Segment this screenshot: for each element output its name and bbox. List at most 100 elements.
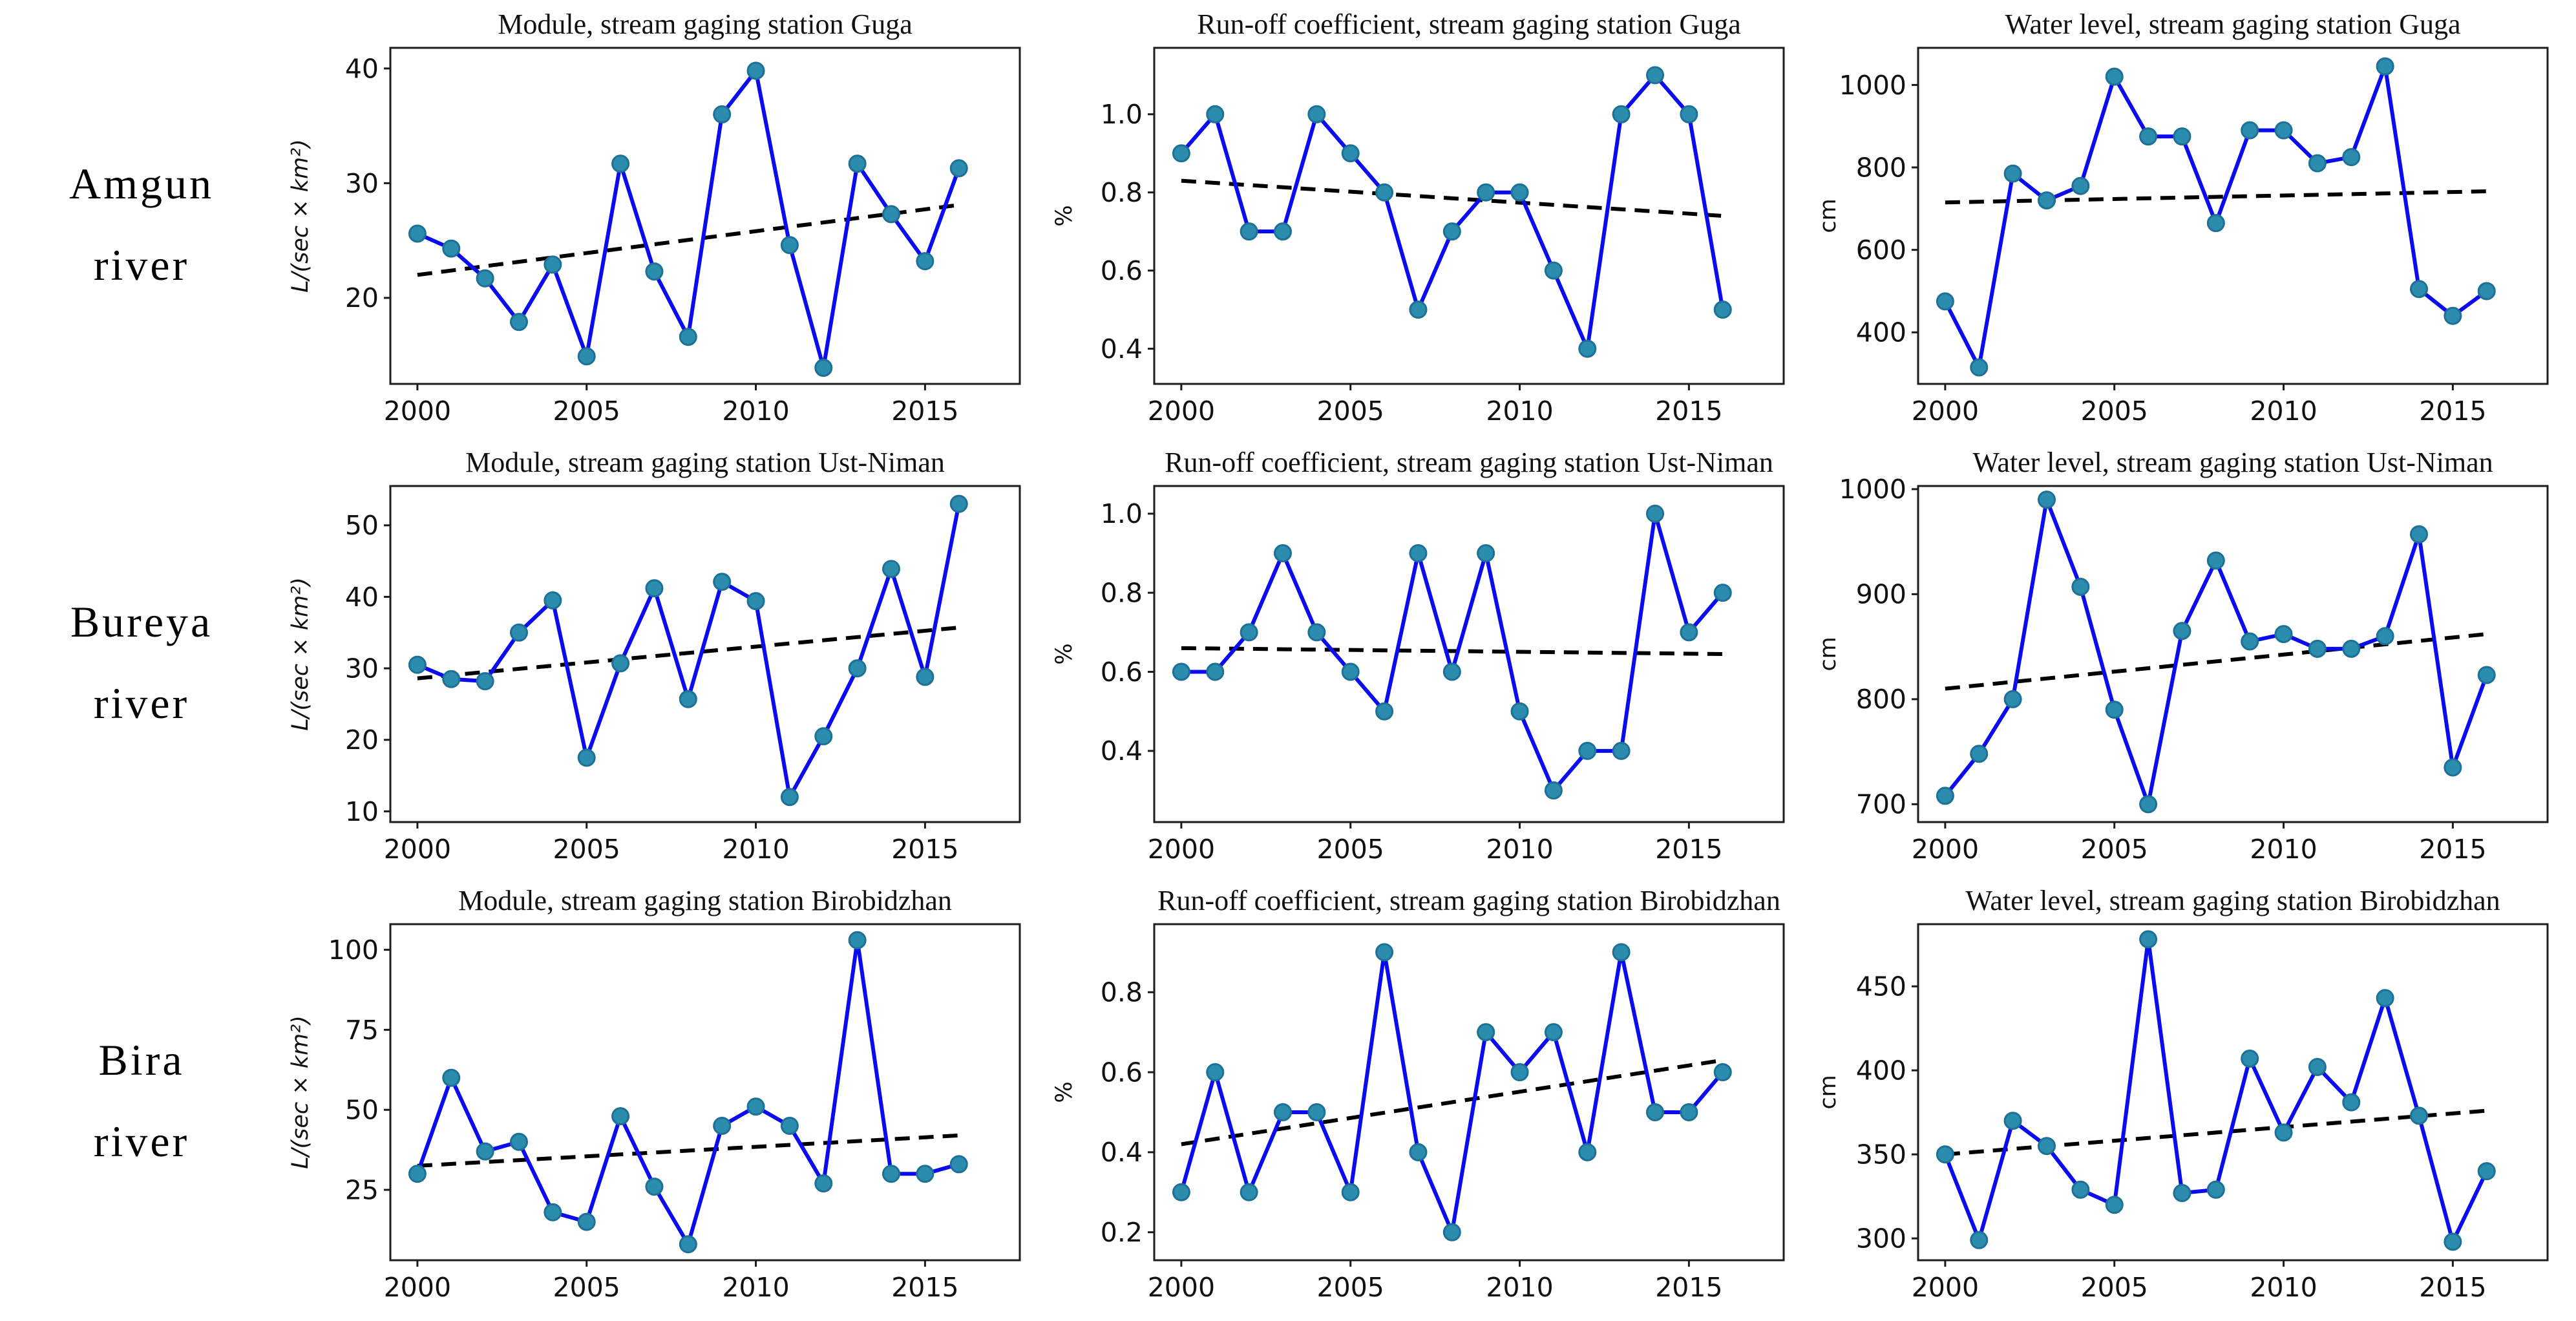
x-tick-label: 2010 xyxy=(1486,396,1553,427)
x-tick-label: 2010 xyxy=(2250,1272,2317,1303)
row-label-bira-river: Bira river xyxy=(4,882,279,1320)
chart-svg: Module, stream gaging station Guga 20 30 40… xyxy=(288,8,1021,427)
chart-runoff-coefficient-guga: Run-off coefficient, stream gaging stati… xyxy=(1043,5,1807,443)
data-point xyxy=(1442,1223,1461,1242)
data-point xyxy=(2410,1106,2429,1125)
plot-frame xyxy=(1917,47,2549,385)
data-point xyxy=(2037,191,2056,210)
data-point xyxy=(1578,339,1597,358)
x-tick-label: 2000 xyxy=(1148,396,1215,427)
data-point xyxy=(2071,176,2090,195)
y-tick-label: 300 xyxy=(1856,1223,1906,1254)
chart-title: Water level, stream gaging station Ust-N… xyxy=(1972,447,2493,478)
x-tick-label: 2005 xyxy=(1317,396,1384,427)
y-tick-label: 0.2 xyxy=(1101,1217,1143,1248)
data-point xyxy=(679,1235,697,1254)
data-point xyxy=(611,654,630,673)
data-point xyxy=(645,262,664,281)
data-point xyxy=(2173,127,2191,146)
data-point xyxy=(1273,222,1292,241)
data-point xyxy=(2274,625,2293,644)
data-point xyxy=(814,1174,833,1193)
river-name: Bureya xyxy=(70,597,213,646)
data-point xyxy=(2105,1196,2124,1214)
data-point xyxy=(2342,639,2361,658)
chart-svg: Water level, stream gaging station Ust-N… xyxy=(1815,447,2549,865)
plot-frame xyxy=(389,923,1021,1262)
x-tick-label: 2005 xyxy=(2081,1272,2148,1303)
data-point xyxy=(2173,1184,2191,1202)
chart-title: Module, stream gaging station Guga xyxy=(498,8,913,40)
y-tick-label: 10 xyxy=(345,796,379,827)
row-label-bureya-river: Bureya river xyxy=(4,443,279,882)
data-point xyxy=(611,1107,630,1126)
data-point xyxy=(1544,781,1563,800)
data-point xyxy=(949,1155,968,1174)
trend-line xyxy=(1181,1058,1724,1147)
data-point xyxy=(1936,292,1954,311)
data-point xyxy=(1307,623,1326,642)
data-point xyxy=(611,154,630,173)
data-point xyxy=(1970,1231,1989,1249)
data-point xyxy=(408,655,427,674)
y-axis-label: % xyxy=(1051,643,1077,664)
data-point xyxy=(814,359,833,377)
data-point xyxy=(509,1132,528,1151)
data-point xyxy=(882,205,901,224)
y-tick-label: 400 xyxy=(1856,1055,1906,1086)
river-name: Bira xyxy=(98,1035,185,1084)
river-word: river xyxy=(93,240,190,290)
data-point xyxy=(2206,551,2225,570)
chart-module-birobidzhan: Module, stream gaging station Birobidzha… xyxy=(279,882,1043,1320)
plot-frame xyxy=(1917,923,2549,1262)
x-tick-label: 2015 xyxy=(2419,1272,2486,1303)
data-point xyxy=(1240,623,1258,642)
chart-module-guga: Module, stream gaging station Guga 20 30 40… xyxy=(279,5,1043,443)
data-point xyxy=(780,788,799,807)
chart-runoff-coefficient-ust-niman: Run-off coefficient, stream gaging stati… xyxy=(1043,443,1807,882)
data-point xyxy=(1341,662,1360,681)
x-tick-label: 2000 xyxy=(1912,1272,1979,1303)
y-tick-label: 30 xyxy=(345,653,379,684)
data-point xyxy=(442,239,461,258)
x-tick-label: 2005 xyxy=(2081,834,2148,865)
plot-frame xyxy=(389,485,1021,823)
x-tick-label: 2010 xyxy=(722,834,789,865)
data-point xyxy=(476,1142,494,1161)
y-tick-label: 800 xyxy=(1856,684,1906,715)
data-point xyxy=(509,623,528,642)
data-point xyxy=(713,1117,732,1135)
trend-line xyxy=(1945,1108,2487,1157)
chart-svg: Run-off coefficient, stream gaging stati… xyxy=(1051,8,1785,427)
data-point xyxy=(2308,154,2327,173)
data-point xyxy=(1544,1023,1563,1042)
data-point xyxy=(1646,1103,1665,1121)
trend-line xyxy=(417,203,960,277)
data-point xyxy=(1578,1143,1597,1161)
data-point xyxy=(1477,544,1495,562)
x-tick-label: 2010 xyxy=(722,396,789,427)
y-tick-label: 50 xyxy=(345,1095,379,1126)
data-point xyxy=(1172,144,1190,163)
y-tick-label: 1000 xyxy=(1839,70,1906,101)
data-point xyxy=(2071,578,2090,596)
data-point xyxy=(2410,525,2429,544)
data-point xyxy=(1240,1183,1258,1201)
chart-title: Water level, stream gaging station Guga xyxy=(2005,8,2460,40)
y-tick-label: 20 xyxy=(345,724,379,756)
data-point xyxy=(1612,741,1631,760)
data-point xyxy=(1375,702,1394,721)
y-tick-label: 900 xyxy=(1856,579,1906,610)
data-point xyxy=(1273,544,1292,562)
data-point xyxy=(1206,662,1225,681)
data-point xyxy=(1172,662,1190,681)
x-tick-label: 2015 xyxy=(891,834,958,865)
x-tick-label: 2005 xyxy=(553,1272,620,1303)
data-point xyxy=(1206,105,1225,123)
x-tick-label: 2000 xyxy=(384,1272,451,1303)
y-tick-label: 400 xyxy=(1856,317,1906,348)
chart-title: Module, stream gaging station Ust-Niman xyxy=(465,447,945,478)
chart-module-ust-niman: Module, stream gaging station Ust-Niman 1… xyxy=(279,443,1043,882)
x-tick-label: 2015 xyxy=(2419,396,2486,427)
